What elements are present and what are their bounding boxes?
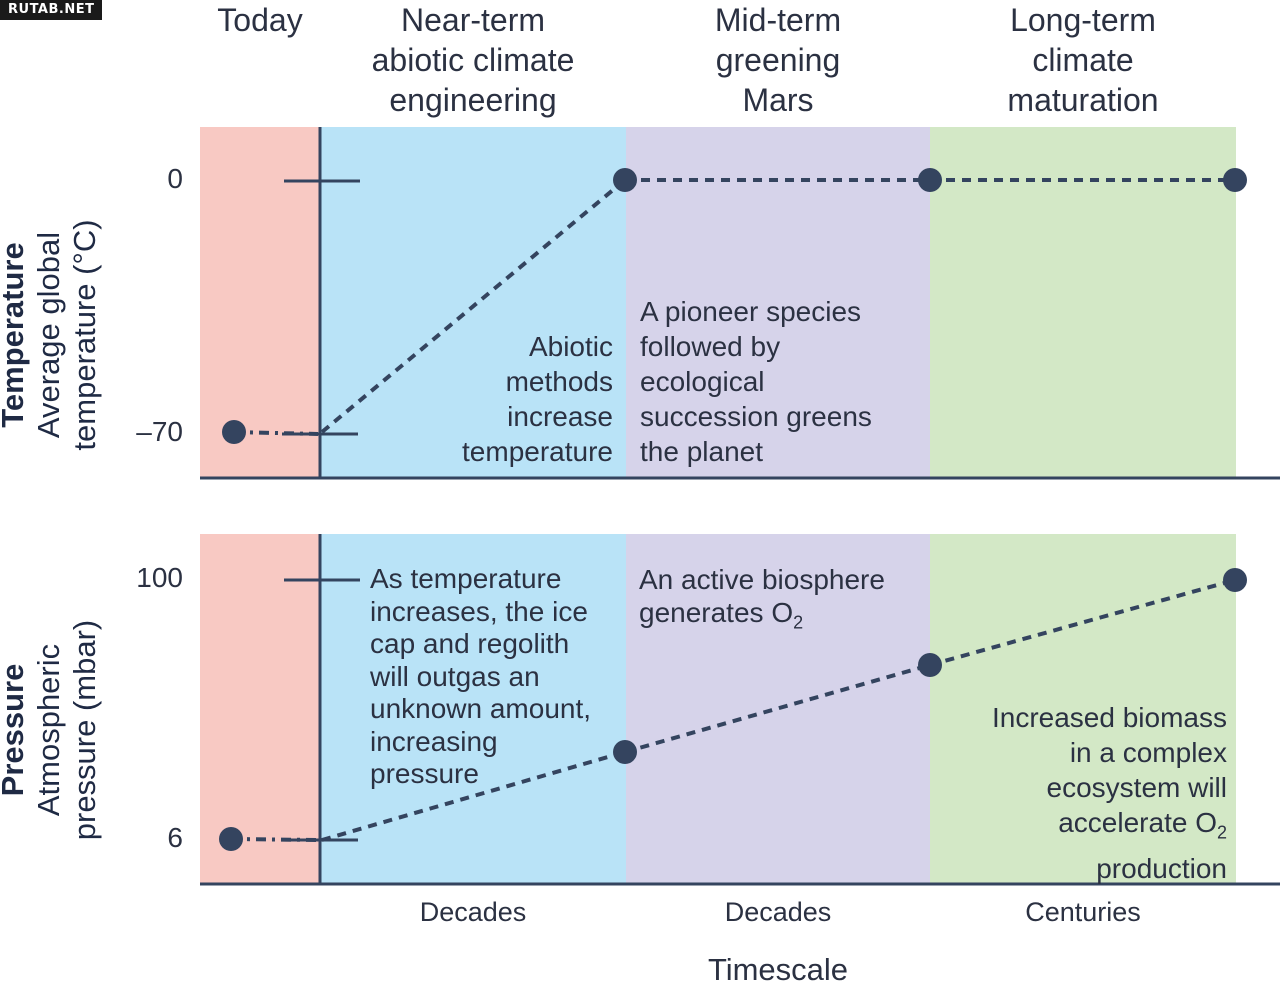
pressure-axis-title: Pressure Atmospheric pressure (mbar) [0, 560, 115, 900]
phase-long-term-label: Long-term climate maturation [1007, 2, 1159, 118]
temp-ylabel-line2: temperature (°C) [67, 219, 102, 451]
phase-mid-term-label: Mid-term greening Mars [714, 2, 842, 118]
temp-band-near-term [320, 127, 626, 478]
note-abiotic-methods: Abiotic methods increase temperature [462, 331, 613, 467]
pressure-tick-label-6: 6 [167, 822, 183, 853]
pressure-point-near-term-end [613, 740, 637, 764]
temp-axis-title: Temperature Average global temperature (… [0, 165, 115, 505]
temp-point-mid-term-end [918, 168, 942, 192]
temp-today-connector [233, 430, 319, 436]
pressure-band-today [200, 534, 320, 884]
note-outgassing: As temperature increases, the ice cap an… [370, 563, 592, 789]
pressure-point-today [219, 827, 243, 851]
phase-today-label: Today [217, 2, 303, 38]
temp-tick-label-0: 0 [167, 163, 183, 194]
note-active-biosphere: An active biosphere generates O2 [639, 564, 885, 633]
pressure-panel-title: Pressure [0, 663, 30, 797]
timescale-long-term: Centuries [1025, 897, 1141, 927]
temp-point-long-term-end [1223, 168, 1247, 192]
phase-near-term-label: Near-term abiotic climate engineering [371, 2, 575, 118]
pressure-point-mid-term-end [918, 653, 942, 677]
temp-band-long-term [930, 127, 1236, 478]
pressure-near-term-segment [321, 750, 626, 842]
temp-point-near-term-end [613, 168, 637, 192]
temp-panel-title: Temperature [0, 242, 30, 428]
pressure-point-long-term-end [1223, 568, 1247, 592]
temp-tick-label-minus70: –70 [136, 416, 183, 447]
temp-point-today [222, 420, 246, 444]
pressure-today-connector [230, 837, 319, 842]
pressure-band-mid-term [626, 534, 930, 884]
note-pioneer-species: A pioneer species followed by ecological… [640, 296, 872, 467]
temp-ylabel-line1: Average global [31, 231, 66, 439]
pressure-ylabel-line1: Atmospheric [31, 643, 66, 817]
timescale-mid-term: Decades [724, 897, 832, 927]
pressure-tick-label-100: 100 [136, 562, 183, 593]
pressure-long-term-segment [929, 578, 1236, 667]
note-increased-biomass: Increased biomass in a complex ecosystem… [991, 702, 1227, 884]
temp-band-mid-term [626, 127, 930, 478]
timescale-near-term: Decades [419, 897, 527, 927]
pressure-band-long-term [930, 534, 1236, 884]
pressure-mid-term-segment [624, 663, 931, 754]
temp-near-term-segment [320, 178, 627, 434]
temp-band-today [200, 127, 320, 478]
pressure-ylabel-line2: pressure (mbar) [67, 619, 102, 841]
x-axis-label: Timescale [707, 952, 849, 987]
watermark: RUTAB.NET [0, 0, 103, 20]
